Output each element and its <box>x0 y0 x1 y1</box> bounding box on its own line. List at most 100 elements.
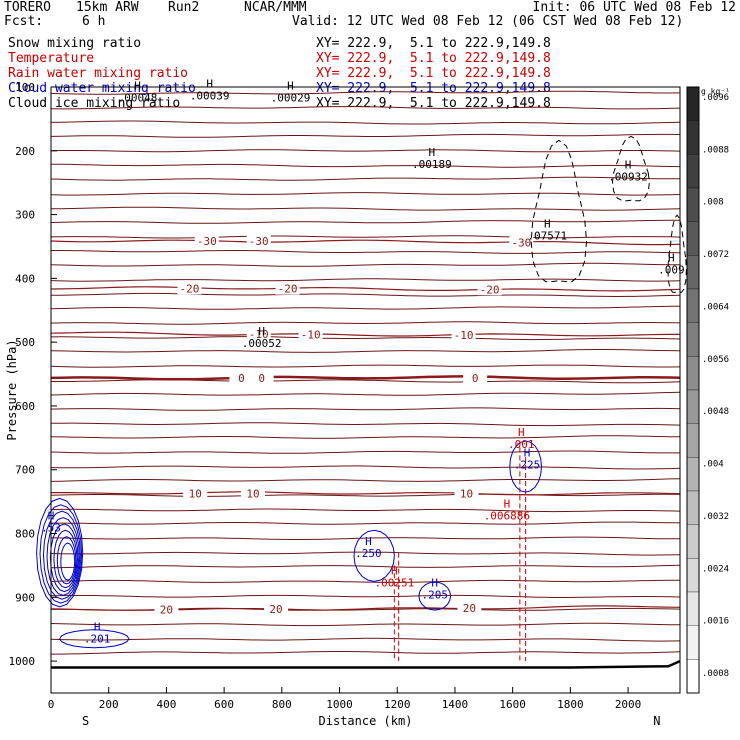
cloud-water-contour-left <box>56 536 77 585</box>
pressure-level-line <box>50 579 680 583</box>
pressure-level-line <box>50 106 681 110</box>
pressure-level-line <box>50 508 681 513</box>
maximum-marker: H <box>94 620 101 633</box>
pressure-level-line <box>50 536 680 540</box>
snow-contour-2 <box>611 135 650 202</box>
pressure-level-line <box>50 622 681 627</box>
maximum-marker: H <box>287 79 294 92</box>
pressure-level-line <box>50 90 681 95</box>
maximum-value: .225 <box>514 458 541 471</box>
pressure-level-line <box>50 594 681 598</box>
isotherm-label-bg <box>249 371 274 384</box>
maximum-marker: H <box>544 217 551 230</box>
colorbar-frame <box>686 86 700 694</box>
maximum-value: .07571 <box>527 229 567 242</box>
pressure-level-line <box>50 465 681 470</box>
colorbar-swatch <box>686 154 700 189</box>
maximum-marker: H <box>524 446 531 459</box>
y-tick-label: 700 <box>15 464 35 477</box>
y-tick-label: 1000 <box>9 655 36 668</box>
colorbar-swatch <box>686 490 700 525</box>
maximum-marker: H <box>134 79 141 92</box>
x-tick-label: 1000 <box>326 698 353 711</box>
ground-surface-line <box>51 659 681 669</box>
x-tick-label: 0 <box>48 698 55 711</box>
left-end-label: S <box>82 714 89 728</box>
maximum-value: .250 <box>355 547 382 560</box>
isotherm-label: -30 <box>511 236 531 249</box>
colorbar-swatch <box>686 625 700 660</box>
colorbar-label: .008 <box>702 198 724 208</box>
maximum-marker: H <box>668 252 675 265</box>
x-tick-label: 800 <box>272 698 292 711</box>
terrain-line <box>51 659 681 669</box>
colorbar-swatch <box>686 288 700 323</box>
field-rain-name: Rain water mixing ratio <box>8 66 189 81</box>
snow-contours <box>530 135 687 293</box>
maximum-value: .001 <box>508 438 535 451</box>
cloud-water-contour-left <box>39 504 83 604</box>
pressure-level-line <box>51 250 681 254</box>
isotherm-label-bg <box>454 487 479 500</box>
init-time: Init: 06 UTC Wed 08 Feb 12 <box>532 0 737 15</box>
colorbar-swatch <box>686 187 700 222</box>
isotherm-m10 <box>50 331 680 337</box>
x-tick-label: 200 <box>99 698 119 711</box>
x-tick-label: 600 <box>214 698 234 711</box>
x-tick-label: 1800 <box>557 698 584 711</box>
field-snow-name: Snow mixing ratio <box>8 36 142 51</box>
isotherm-label: -10 <box>249 328 269 341</box>
colorbar-label: .0032 <box>702 512 729 522</box>
maximum-marker: H <box>258 325 265 338</box>
isotherm-label-bg <box>457 601 482 614</box>
y-tick-label: 300 <box>15 209 35 222</box>
resolution-title: 15km ARW <box>76 0 139 15</box>
field-temperature-name: Temperature <box>8 51 95 66</box>
colorbar-label: .0096 <box>702 93 729 103</box>
maximum-marker: H <box>365 535 372 548</box>
x-tick-label: 2000 <box>615 698 642 711</box>
pressure-level-line <box>50 219 680 224</box>
pressure-level-line <box>51 292 681 298</box>
isotherm-label: -30 <box>197 235 217 248</box>
y-tick-label: 100 <box>15 81 35 94</box>
maximum-marker: H <box>625 159 632 172</box>
right-end-label: N <box>653 714 660 728</box>
pressure-level-line <box>50 391 681 396</box>
y-tick-label: 900 <box>15 591 35 604</box>
y-tick-label: 200 <box>15 145 35 158</box>
isotherm-label: -30 <box>249 235 269 248</box>
colorbar-label: .0072 <box>702 250 729 260</box>
field-cloud-ice-name: Cloud ice mixing ratio <box>8 96 181 111</box>
field-temperature-xy: XY= 222.9, 5.1 to 222.9,149.8 <box>316 51 551 66</box>
isotherm-label-bg <box>154 603 179 616</box>
org-title: NCAR/MMM <box>244 0 307 15</box>
pressure-level-line <box>50 336 681 341</box>
isotherm-label: 10 <box>460 487 473 500</box>
colorbar-label: .0024 <box>702 564 729 574</box>
colorbar-swatch <box>686 120 700 155</box>
colorbar-swatch <box>686 558 700 593</box>
field-snow-xy: XY= 222.9, 5.1 to 222.9,149.8 <box>316 36 551 51</box>
forecast-hour: 6 h <box>82 14 106 29</box>
colorbar-swatch <box>686 322 700 357</box>
isotherm-label: 20 <box>269 603 282 616</box>
valid-time: Valid: 12 UTC Wed 08 Feb 12 (06 CST Wed … <box>292 14 684 29</box>
isotherm-label: 20 <box>463 602 476 615</box>
pressure-level-line <box>50 235 681 239</box>
isotherm-0 <box>50 375 681 381</box>
x-tick-label: 1200 <box>384 698 411 711</box>
isotherm-label-bg <box>194 234 219 247</box>
maximum-value: .00048 <box>118 91 158 104</box>
colorbar-swatch <box>686 457 700 492</box>
isotherm-label: -20 <box>180 282 200 295</box>
pressure-level-line <box>50 262 681 267</box>
cloud-water-contour-left <box>42 510 81 600</box>
pressure-level-line <box>50 120 681 125</box>
colorbar-swatch <box>686 356 700 391</box>
y-tick-label: 600 <box>15 400 35 413</box>
isotherm-label: 20 <box>160 603 173 616</box>
pressure-level-line <box>50 364 681 368</box>
